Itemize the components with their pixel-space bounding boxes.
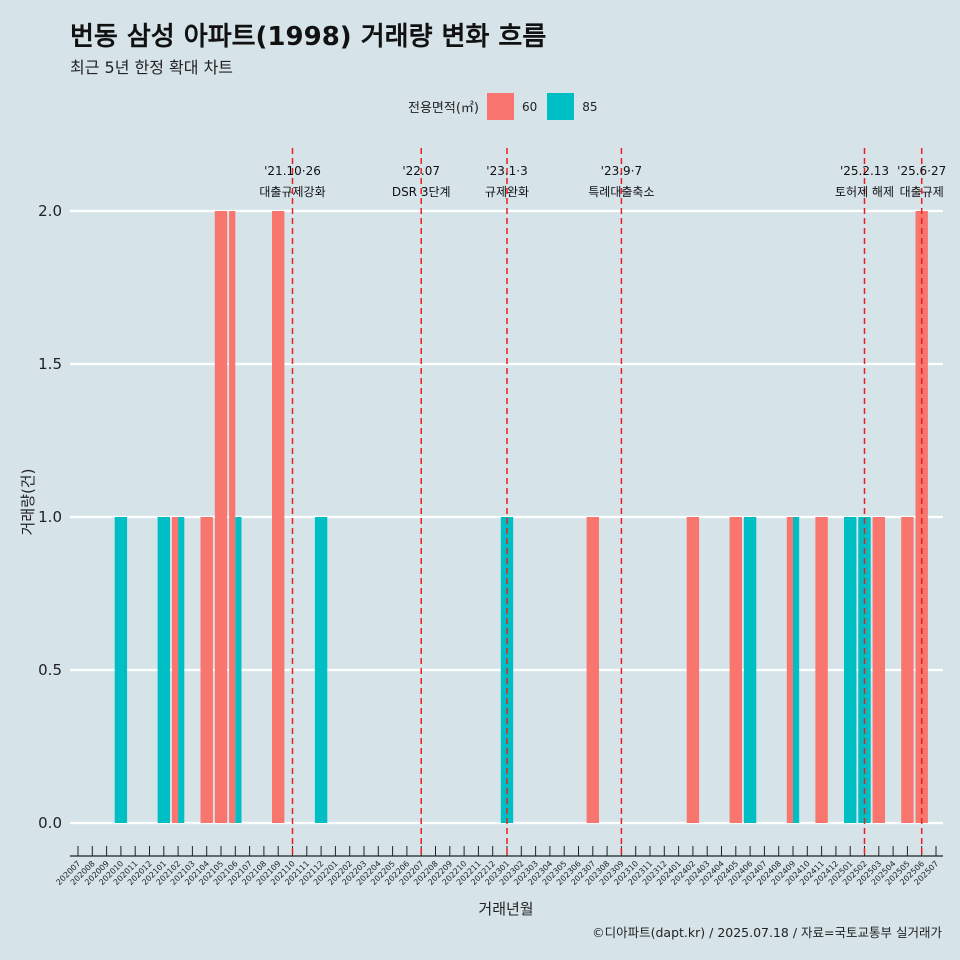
bar [815,517,828,823]
bar [272,211,285,823]
x-axis-title: 거래년월 [478,900,533,918]
legend-title: 전용면적(㎡) [408,101,479,116]
event-name-label: 대출규제 [900,185,944,199]
legend-swatch-60 [486,93,514,120]
legend: 전용면적(㎡) 60 85 [408,93,608,120]
y-axis-title: 거래량(건) [19,469,37,536]
bar [686,517,700,823]
legend-label-60: 60 [521,99,538,114]
chart-title: 번동 삼성 아파트(1998) 거래량 변화 흐름 [70,22,547,52]
bar [915,211,928,823]
bar [844,517,857,823]
event-date-label: '23.9·7 [601,164,642,178]
bar [214,211,228,823]
chart-subtitle: 최근 5년 한정 확대 차트 [70,58,234,77]
bar [178,517,185,823]
y-tick-label: 1.0 [38,508,62,526]
event-date-label: '21.10·26 [264,164,321,178]
event-date-label: '25.6·27 [897,164,946,178]
y-tick-label: 2.0 [38,202,62,220]
bar [872,517,885,823]
event-name-label: DSR 3단계 [392,185,451,199]
bar [235,517,242,823]
y-tick-label: 1.5 [38,355,62,373]
y-tick-label: 0.0 [38,814,62,832]
legend-swatch-85 [547,93,575,120]
bar [229,211,236,823]
event-name-label: 특례대출축소 [588,185,654,199]
bar [200,517,213,823]
bar [786,517,793,823]
bar [793,517,800,823]
bar [901,517,914,823]
event-name-label: 대출규제강화 [259,185,325,199]
bar [586,517,599,823]
event-date-label: '23.1·3 [486,164,527,178]
bar [157,517,170,823]
event-name-label: 토허제 해제 [835,185,894,199]
event-date-label: '22.07 [402,164,440,178]
bar [314,517,328,823]
legend-label-85: 85 [582,99,598,114]
bar [114,517,128,823]
bar [171,517,179,823]
event-name-label: 규제완화 [485,185,529,199]
y-tick-label: 0.5 [38,661,62,679]
event-date-label: '25.2.13 [840,164,889,178]
bar [743,517,757,823]
source-credit: ©디아파트(dapt.kr) / 2025.07.18 / 자료=국토교통부 실… [592,925,942,940]
bar [729,517,742,823]
